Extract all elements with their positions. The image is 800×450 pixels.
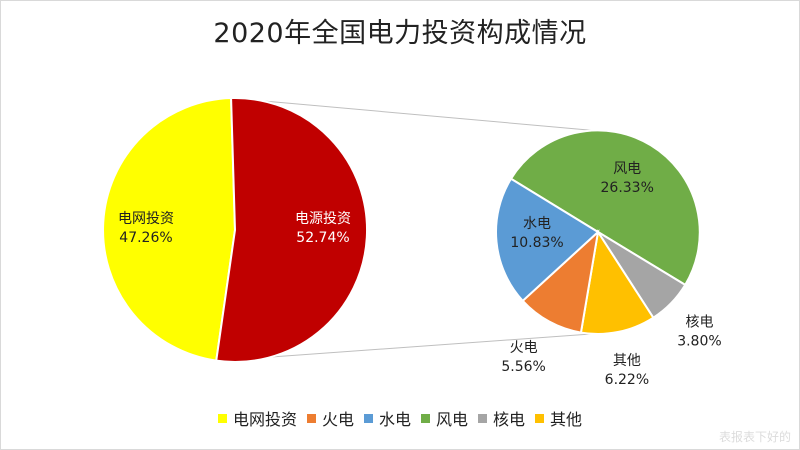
secondary-pie bbox=[495, 129, 701, 335]
legend-label: 其他 bbox=[550, 410, 583, 429]
legend-item: 其他 bbox=[535, 406, 582, 430]
legend-swatch bbox=[535, 413, 545, 423]
legend-swatch bbox=[478, 413, 488, 423]
legend-label: 水电 bbox=[378, 410, 411, 429]
legend-swatch bbox=[363, 413, 373, 423]
legend-swatch bbox=[306, 413, 316, 423]
legend-label: 电网投资 bbox=[232, 410, 297, 429]
main-slice-source bbox=[215, 97, 369, 364]
label-hydro: 水电 10.83% bbox=[510, 216, 563, 251]
legend-swatch bbox=[421, 413, 430, 423]
connector-line-top bbox=[231, 97, 591, 131]
label-wind: 风电 26.33% bbox=[601, 161, 654, 196]
watermark-text: 表报表下好的 bbox=[718, 430, 791, 444]
sub-slice-thermal bbox=[521, 229, 600, 334]
main-pie bbox=[102, 97, 369, 364]
legend-label: 风电 bbox=[436, 410, 469, 429]
label-grid-investment: 电网投资 47.26% bbox=[118, 211, 174, 246]
legend-item: 电网投资 bbox=[217, 406, 297, 430]
sub-slice-hydro bbox=[495, 177, 600, 303]
chart-title: 2020年全国电力投资构成情况 bbox=[213, 18, 587, 49]
label-source-investment: 电源投资 52.74% bbox=[295, 211, 351, 246]
label-thermal: 火电 5.56% bbox=[501, 340, 545, 375]
connector-line-bottom bbox=[217, 333, 593, 362]
chart-legend: 电网投资 火电 水电 风电 核电 其他 bbox=[1, 406, 799, 430]
connector-lines bbox=[217, 97, 593, 362]
sub-slice-wind bbox=[509, 129, 701, 287]
label-other: 其他 6.22% bbox=[605, 353, 649, 388]
legend-label: 火电 bbox=[321, 410, 354, 429]
legend-label: 核电 bbox=[493, 410, 526, 429]
legend-item: 核电 bbox=[478, 406, 525, 430]
data-labels: 电网投资 47.26% 电源投资 52.74% 风电 26.33% 水电 10.83% 核电 3.… bbox=[118, 161, 722, 388]
label-nuclear: 核电 3.80% bbox=[677, 315, 721, 350]
sub-slice-other bbox=[579, 229, 655, 335]
legend-swatch bbox=[217, 413, 227, 423]
legend-item: 风电 bbox=[421, 406, 468, 430]
main-slice-grid bbox=[102, 97, 237, 362]
legend-item: 水电 bbox=[363, 406, 411, 430]
legend-item: 火电 bbox=[306, 406, 354, 430]
